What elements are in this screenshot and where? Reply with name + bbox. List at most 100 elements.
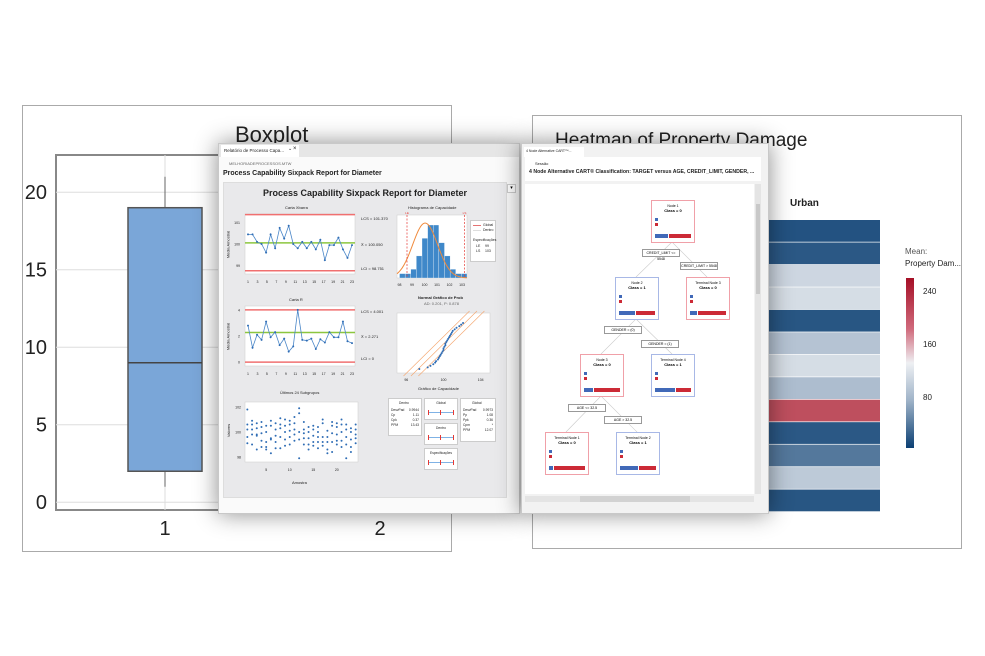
x-tick-label: 10 (288, 468, 292, 472)
class-0-bar (698, 311, 726, 315)
class-1-swatch (549, 450, 552, 453)
fit-line (418, 310, 485, 377)
data-point (319, 238, 322, 241)
data-point (283, 237, 286, 240)
data-point (321, 422, 324, 425)
class-0-bar (639, 466, 656, 470)
interval-tick (428, 410, 429, 415)
collapse-button[interactable]: ▾ (507, 184, 516, 193)
tree-node[interactable]: Terminal Node 2 Class = 1 (616, 432, 660, 475)
class-1-bar (619, 311, 635, 315)
class-0-swatch (549, 455, 552, 458)
class-0-bar (669, 234, 691, 238)
legend-tick: 240 (923, 287, 937, 296)
data-point (321, 418, 324, 421)
x-tick-label: 5 (266, 280, 268, 284)
tree-node[interactable]: Node 3 Class = 0 (580, 354, 624, 397)
tab-close-icon[interactable]: × (293, 146, 297, 152)
tab-label: Relatório de Processo Capa... (224, 148, 285, 153)
node-class: Class = 1 (664, 362, 682, 367)
data-point (247, 233, 249, 236)
x-tick-label: 1 (247, 280, 249, 284)
x-tick-label: 98 (398, 283, 402, 287)
node-class: Class = 1 (629, 440, 647, 445)
legend-le-label: LE (476, 244, 481, 248)
y-tick-label: 101 (234, 221, 240, 225)
cart-header (525, 157, 761, 181)
data-point (316, 447, 319, 450)
cart-title: 4 Node Alternative CART® Classification:… (529, 169, 755, 175)
data-point (331, 451, 334, 453)
data-point (440, 352, 443, 355)
split-label: CREDIT_LIMIT <= 5548 (642, 249, 680, 261)
x-tick-label: 103 (459, 283, 465, 287)
data-point (255, 434, 258, 437)
tab-menu-icon[interactable]: ⌄ (288, 146, 293, 152)
data-point (349, 451, 352, 453)
tree-node[interactable]: Node 2 Class = 1 (615, 277, 659, 320)
data-point (312, 441, 315, 443)
scroll-thumb[interactable] (580, 496, 690, 502)
tree-node[interactable]: Node 1 Class = 0 (651, 200, 695, 243)
data-point (274, 441, 277, 443)
data-point (296, 247, 299, 250)
class-1-bar (584, 388, 593, 392)
scroll-thumb[interactable] (756, 204, 760, 294)
horizontal-scrollbar[interactable] (525, 496, 754, 502)
x-tick-label: 13 (303, 280, 307, 284)
tree-node[interactable]: Terminal Node 1 Class = 0 (545, 432, 589, 475)
data-point (274, 422, 277, 425)
heatmap-column-label: Urban (790, 198, 819, 209)
data-point (251, 443, 254, 446)
data-point (436, 358, 439, 361)
within-stats: Dentro DesvPad 0.9944 Cp 1.11 Cpk 0.37 PPM 13.4… (388, 398, 422, 436)
capability-interval (428, 437, 454, 438)
cl-label: X̄ = 100.050 (361, 242, 383, 247)
interval-tick (428, 435, 429, 440)
legend-global-line (473, 225, 481, 226)
data-point (340, 423, 343, 426)
stat-value: 1.08 (486, 413, 493, 417)
data-point (354, 437, 357, 440)
data-point (246, 428, 249, 431)
tree-node[interactable]: Terminal Node 3 Class = 0 (686, 277, 730, 320)
data-point (354, 428, 357, 431)
x-tick-label: 2 (374, 518, 385, 540)
data-point (260, 439, 263, 442)
data-point (429, 364, 432, 367)
legend-tick: 80 (923, 393, 932, 402)
legend-subtitle: Property Dam... (905, 259, 962, 268)
stat-label: DesvPad (463, 408, 477, 412)
data-point (451, 329, 454, 332)
tree-edge (600, 395, 638, 433)
data-point (302, 432, 305, 435)
data-point (449, 333, 452, 336)
data-point (251, 428, 254, 431)
data-point (307, 437, 310, 440)
tab-report[interactable]: Relatório de Processo Capa... ⌄ × (221, 145, 299, 157)
y-tick-label: 10 (25, 337, 47, 359)
data-point (434, 361, 437, 364)
data-point (316, 441, 319, 443)
y-tick-label: 0 (238, 361, 240, 365)
data-point (305, 247, 308, 250)
data-point (274, 447, 277, 450)
data-point (265, 446, 268, 448)
y-tick-label: 20 (25, 182, 47, 204)
vertical-scrollbar[interactable] (755, 184, 761, 494)
y-tick-label: 5 (36, 415, 47, 437)
tree-node[interactable]: Terminal Node 4 Class = 1 (651, 354, 695, 397)
x-tick-label: 102 (447, 283, 453, 287)
data-point (305, 339, 308, 342)
data-point (337, 336, 340, 339)
data-point (332, 336, 335, 339)
x-tick-label: 5 (265, 468, 267, 472)
tab-cart[interactable]: 4 Node Alternative CART™... (524, 147, 584, 157)
lcl-label: LCI = 98.751 (361, 266, 385, 271)
data-point (279, 427, 282, 430)
data-point (265, 431, 268, 433)
x-tick-label: 15 (311, 468, 315, 472)
class-1-bar (549, 466, 553, 470)
overall-title: Global (472, 401, 482, 405)
mrchart-plot-area (244, 305, 356, 367)
